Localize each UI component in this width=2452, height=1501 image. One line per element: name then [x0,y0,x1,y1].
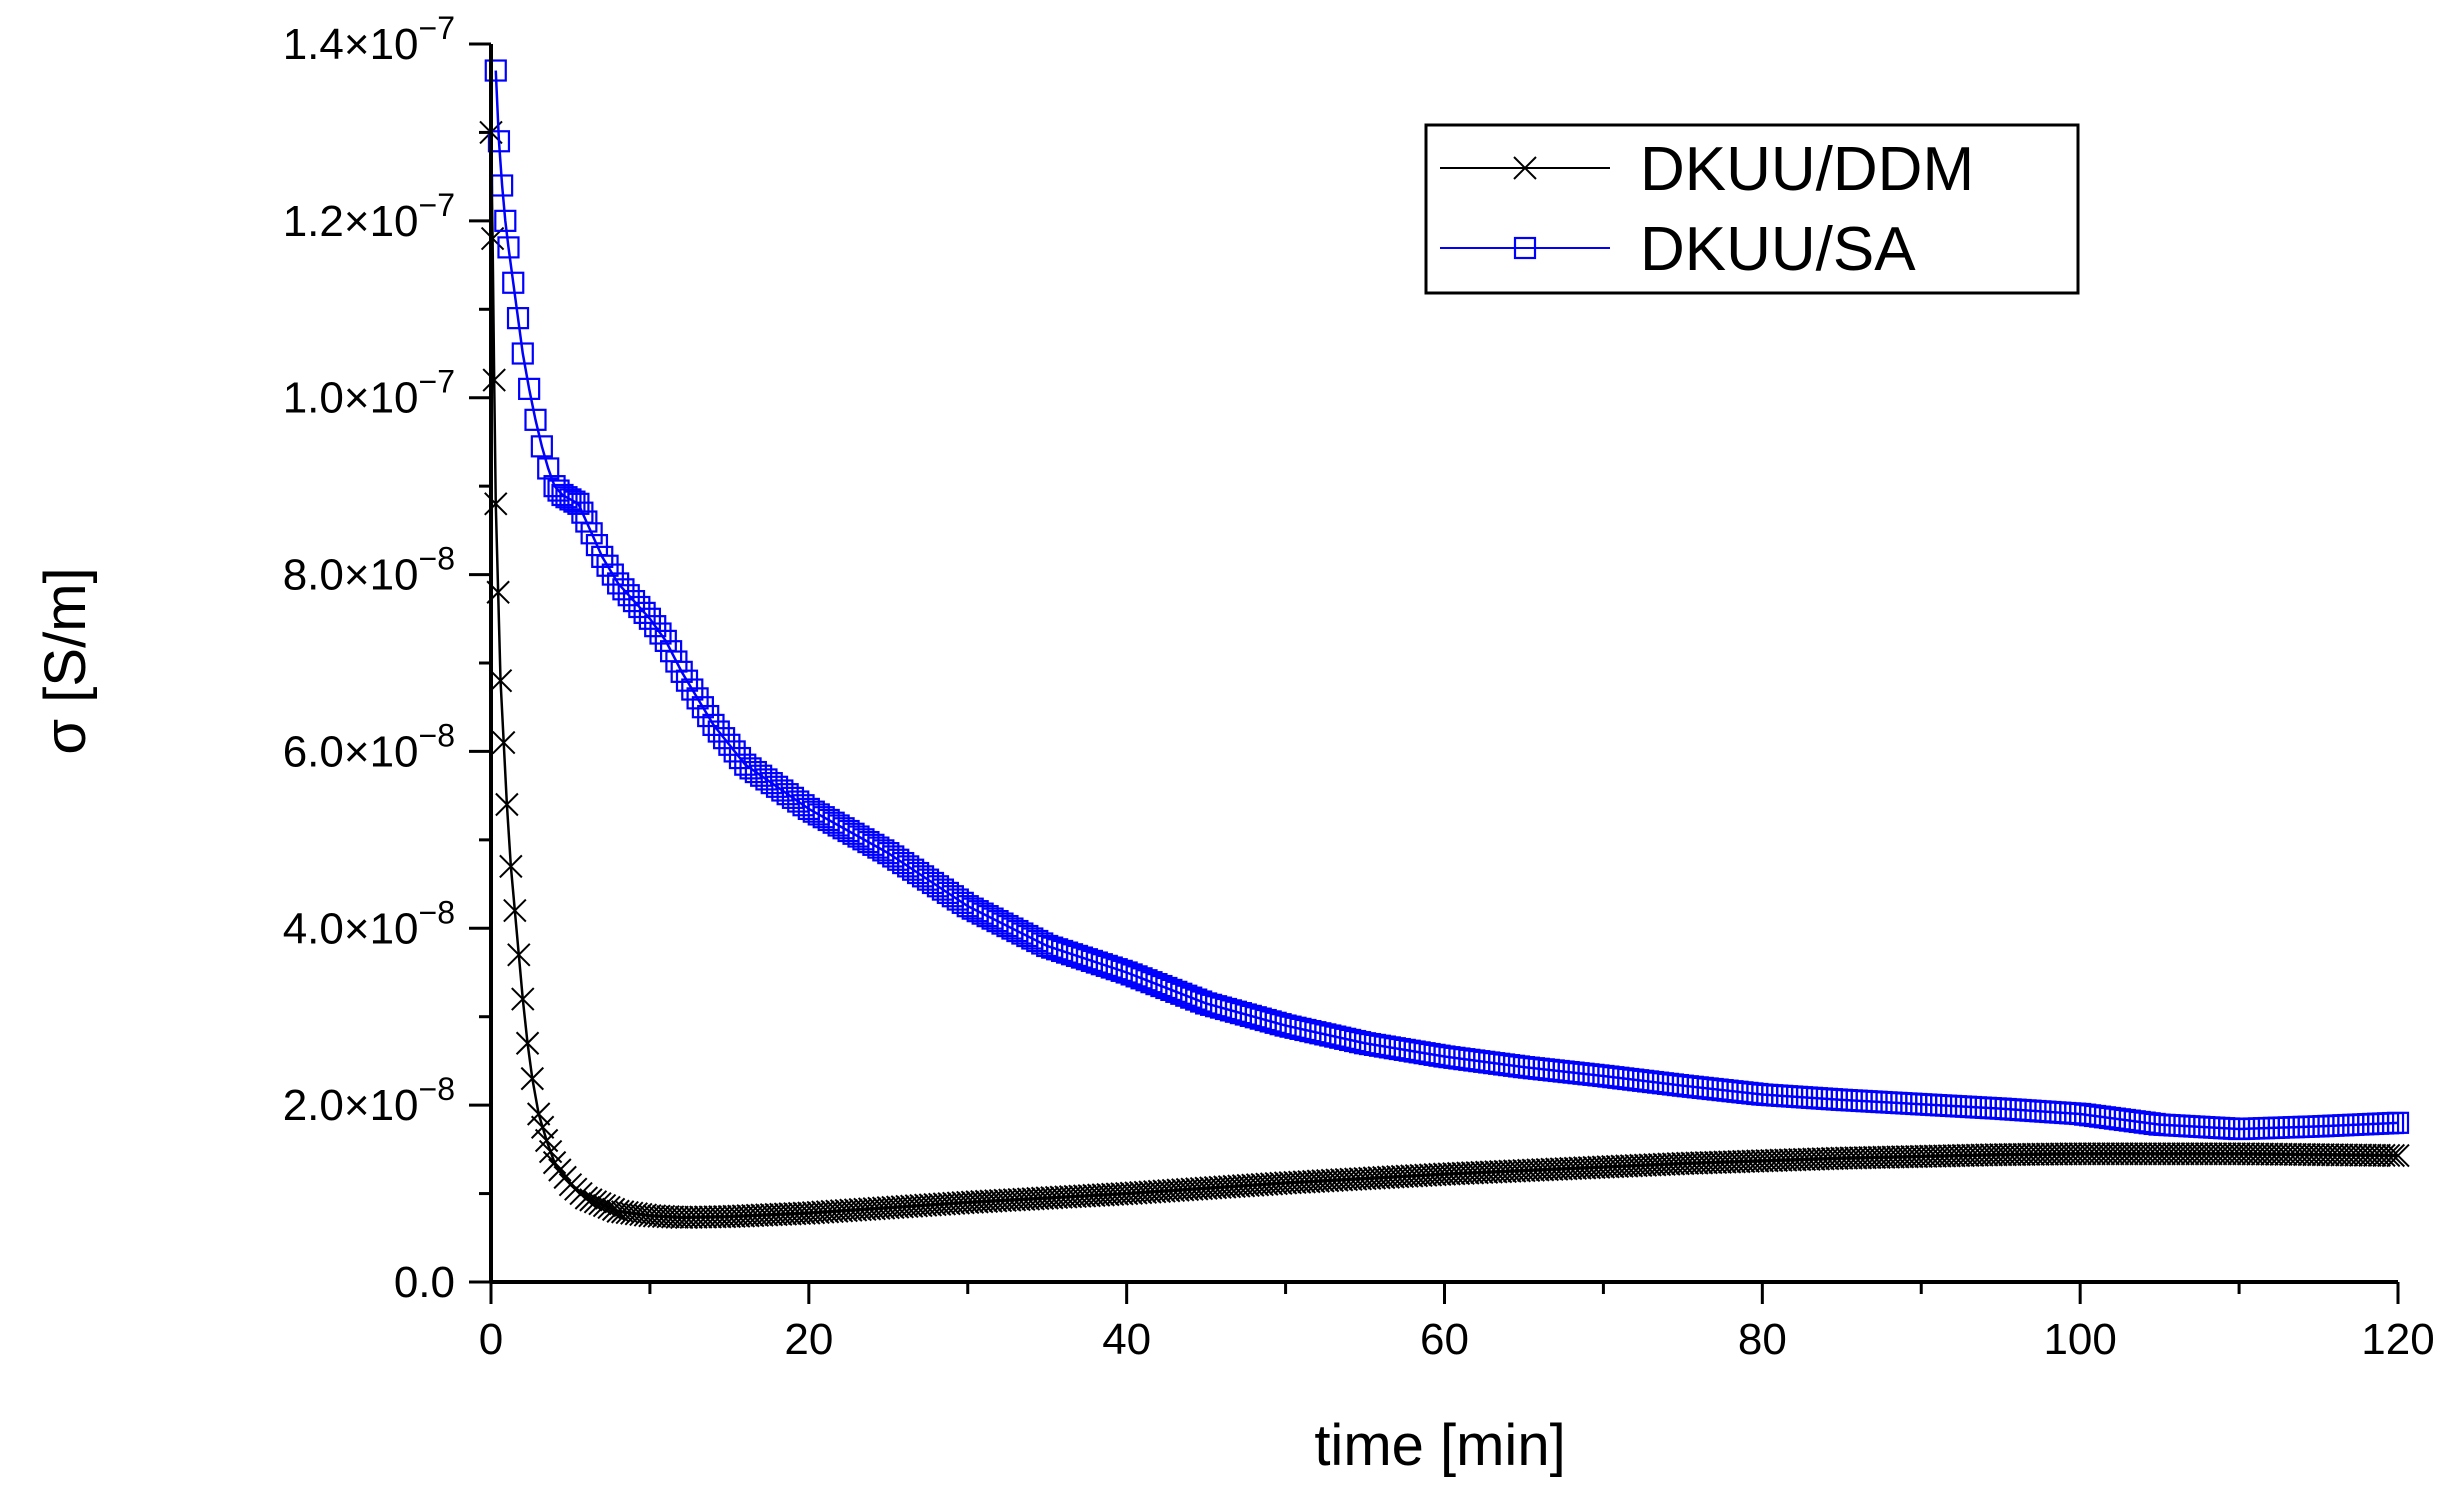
y-tick-label: 6.0×10−8 [283,717,455,776]
y-tick-label: 1.2×10−7 [283,187,455,246]
data-point [2386,1111,2410,1134]
axes-layer: 0 20 40 60 80 100 120 0.0 2.0×10−8 4.0×10−8 6.0×10… [283,10,2435,1364]
series-layer [479,59,2410,1230]
series-line [494,70,2399,1131]
data-point [506,307,530,330]
legend-box [1424,123,2080,295]
x-tick-label: 20 [784,1315,833,1364]
x-axis-title: time [min] [1314,1413,1565,1478]
data-point [592,1193,617,1218]
data-point [551,483,574,507]
data-point [497,236,520,259]
y-axis-title: σ [S/m] [33,567,98,754]
data-point [482,368,506,392]
data-point [503,898,527,923]
y-tick-label: 1.4×10−7 [283,10,455,69]
y-tick-label: 8.0×10−8 [283,541,455,600]
x-tick-label: 0 [479,1315,503,1364]
data-point [530,1115,555,1139]
data-point [494,209,517,232]
data-point [518,377,541,400]
data-point [574,1186,599,1210]
series-sa [484,59,2410,1141]
data-point [511,987,535,1011]
x-tick-label: 60 [1420,1315,1469,1364]
data-point [488,668,513,693]
data-point [511,342,534,365]
x-tick-label: 40 [1102,1315,1151,1364]
data-point [548,1158,572,1182]
y-tick-label: 2.0×10−8 [283,1071,455,1130]
y-tick-label: 4.0×10−8 [283,894,455,953]
data-point [2381,1143,2406,1168]
data-point [502,271,525,294]
legend-label-ddm: DKUU/DDM [1640,135,1974,204]
legend-marker-sa-square [1513,236,1537,260]
data-point [579,1188,603,1212]
data-point [526,1102,551,1126]
data-point [580,522,603,545]
data-point [484,59,507,82]
data-point [559,488,582,511]
data-point [2376,1143,2401,1168]
data-point [487,130,511,153]
data-point [499,854,523,879]
legend-marker-ddm [1513,156,1537,180]
data-point [2386,1143,2410,1168]
labels-layer: time [min] σ [S/m] [33,567,1566,1478]
data-point [555,486,578,509]
data-point [507,943,531,967]
data-point [484,492,508,516]
data-point [515,1031,540,1055]
x-tick-label: 120 [2361,1315,2434,1364]
data-point [575,510,598,533]
legend: DKUU/DDM DKUU/SA [1424,123,2080,295]
x-tick-label: 100 [2043,1315,2116,1364]
data-point [583,1190,608,1214]
data-point [520,1066,545,1091]
legend-marker-sa [1513,236,1537,260]
data-point [530,435,553,458]
y-tick-label: 0.0 [394,1258,455,1307]
data-point [495,792,519,817]
legend-label-sa: DKUU/SA [1640,215,1916,284]
data-point [567,492,590,515]
data-point [537,457,560,480]
data-point [492,730,516,755]
series-ddm [479,120,2410,1230]
legend-marker-ddm-x [1513,156,1537,180]
data-point [597,1195,621,1220]
x-tick-label: 80 [1738,1315,1787,1364]
data-point [588,1191,612,1216]
data-point [542,1150,567,1175]
y-tick-label: 1.0×10−7 [283,364,455,423]
data-point [524,408,547,431]
